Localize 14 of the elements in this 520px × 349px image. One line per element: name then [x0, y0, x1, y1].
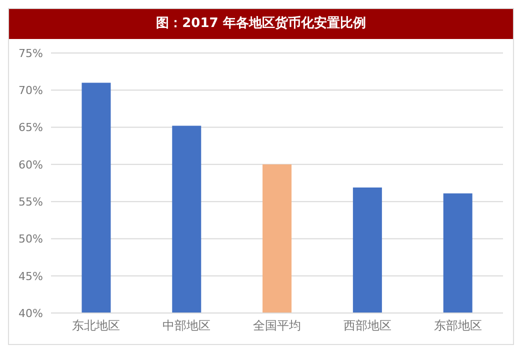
y-tick-label: 60%: [18, 158, 43, 172]
x-tick-label: 东部地区: [434, 318, 482, 333]
y-tick-label: 45%: [18, 270, 43, 283]
x-tick-label: 全国平均: [253, 318, 301, 333]
y-tick-label: 75%: [18, 46, 43, 60]
y-tick-label: 40%: [18, 306, 43, 320]
y-tick-label: 55%: [18, 195, 43, 208]
x-tick-label: 中部地区: [162, 318, 211, 333]
chart-title: 图：2017 年各地区货币化安置比例: [9, 9, 513, 39]
y-tick-label: 50%: [18, 232, 43, 246]
y-tick-label: 70%: [18, 84, 43, 98]
x-tick-label: 东北地区: [72, 318, 120, 333]
x-tick-label: 西部地区: [343, 318, 392, 333]
y-tick-label: 65%: [18, 121, 43, 134]
